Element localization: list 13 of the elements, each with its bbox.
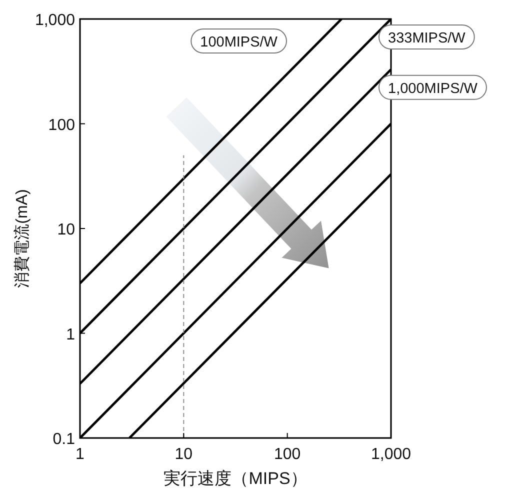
x-axis-title: 実行速度（MIPS） (164, 469, 308, 488)
y-axis-title: 消費電流(mA) (13, 189, 31, 288)
y-tick-label: 0.1 (52, 431, 76, 448)
y-tick-label: 100 (48, 116, 76, 134)
series-label: 333MIPS/W (388, 30, 466, 46)
series-label: 1,000MIPS/W (388, 80, 478, 97)
x-tick-label: 100 (274, 446, 301, 463)
y-tick-label: 1,000 (34, 12, 76, 29)
y-tick-label: 10 (57, 222, 76, 238)
y-tick-label: 1 (66, 326, 76, 344)
x-tick-label: 10 (174, 446, 193, 463)
series-label: 100MIPS/W (200, 34, 278, 50)
x-tick-label: 1,000 (370, 446, 412, 463)
